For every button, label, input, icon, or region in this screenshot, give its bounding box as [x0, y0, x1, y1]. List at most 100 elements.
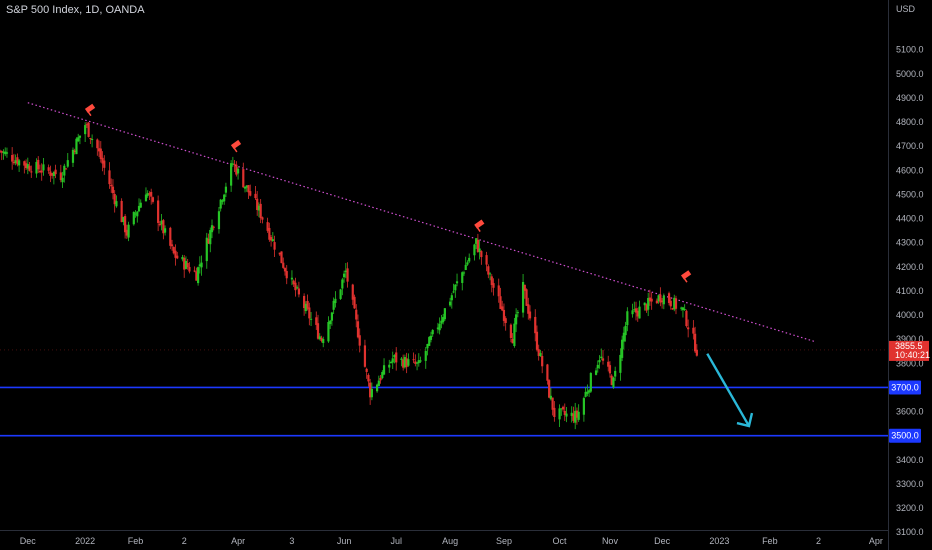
- candle-body: [197, 267, 200, 284]
- candle-body: [624, 325, 627, 336]
- candle-body: [195, 271, 198, 281]
- candle-body: [525, 289, 528, 306]
- candle-body: [249, 191, 252, 196]
- candle-body: [108, 170, 111, 185]
- price-tick-label: 3100.0: [896, 527, 924, 537]
- candle-body: [49, 171, 52, 176]
- candle-body: [18, 160, 21, 166]
- candle-body: [370, 388, 373, 398]
- candle-body: [96, 139, 99, 149]
- trendline[interactable]: [27, 102, 816, 343]
- candle-body: [269, 237, 273, 241]
- candle-body: [151, 197, 155, 202]
- candle-body: [170, 244, 174, 247]
- candle-body: [330, 312, 334, 321]
- candle-body: [504, 318, 507, 323]
- candle-body: [137, 205, 141, 212]
- candle-body: [231, 163, 234, 165]
- candle-body: [280, 251, 283, 264]
- price-tick-label: 3800.0: [896, 358, 924, 368]
- candle-body: [574, 410, 577, 423]
- candle-body: [419, 360, 422, 362]
- candle-body: [124, 216, 127, 233]
- candle-body: [127, 224, 130, 238]
- candle-body: [659, 294, 662, 303]
- candle-body: [551, 397, 554, 410]
- candle-body: [692, 327, 695, 334]
- candle-body: [391, 358, 394, 363]
- candle-body: [426, 343, 429, 349]
- candle-body: [47, 167, 50, 171]
- candle-body: [332, 300, 335, 310]
- candle-body: [97, 148, 101, 152]
- level-price-badge: [889, 380, 921, 395]
- candle-body: [412, 359, 415, 361]
- candle-body: [309, 318, 313, 320]
- candle-body: [304, 303, 307, 312]
- candle-body: [582, 398, 585, 415]
- pin-stem: [475, 225, 481, 232]
- candle-body: [521, 281, 525, 313]
- candle-body: [111, 186, 115, 194]
- candle-body: [162, 220, 165, 234]
- candle-body: [200, 262, 203, 268]
- candle-body: [101, 157, 104, 164]
- candle-body: [614, 370, 617, 377]
- candle-body: [695, 349, 698, 356]
- candle-body: [497, 285, 500, 297]
- candle-body: [539, 353, 542, 357]
- candle-body: [608, 365, 612, 374]
- candle-body: [443, 308, 446, 320]
- candle-body: [515, 314, 518, 325]
- candle-body: [388, 364, 391, 368]
- pin-head: [84, 103, 96, 113]
- candle-body: [558, 408, 561, 420]
- candle-body: [548, 380, 551, 398]
- pin-stem: [232, 145, 238, 153]
- candle-body: [308, 307, 311, 319]
- candle-body: [377, 380, 380, 387]
- candle-body: [38, 170, 42, 173]
- candle-body: [28, 165, 31, 171]
- candle-body: [268, 227, 271, 240]
- current-price-badge: [889, 340, 929, 361]
- candle-body: [24, 163, 28, 169]
- candle-body: [205, 237, 208, 262]
- candle-body: [125, 229, 128, 236]
- candle-body: [648, 297, 652, 302]
- candle-body: [42, 164, 45, 171]
- price-tick-label: 3400.0: [896, 455, 924, 465]
- candle-body: [23, 161, 26, 166]
- candle-body: [499, 296, 502, 309]
- candle-body: [353, 296, 356, 309]
- candle-body: [73, 150, 76, 152]
- candle-body: [643, 302, 646, 306]
- candle-body: [594, 370, 598, 375]
- candle-body: [596, 364, 599, 369]
- candle-body: [169, 227, 172, 246]
- price-tick-label: 4900.0: [896, 93, 924, 103]
- candle-body: [403, 357, 407, 368]
- candle-body: [454, 284, 457, 291]
- candle-body: [292, 280, 295, 285]
- candle-body: [687, 327, 690, 330]
- candle-body: [407, 359, 410, 366]
- candle-body: [455, 281, 459, 284]
- candle-body: [316, 323, 320, 339]
- price-tick-label: 3900.0: [896, 334, 924, 344]
- projection-arrow-head: [736, 412, 754, 428]
- candle-body: [51, 173, 54, 176]
- candle-body: [183, 257, 186, 270]
- candle-body: [429, 335, 433, 340]
- candle-body: [342, 273, 346, 278]
- candle-body: [575, 410, 579, 418]
- projection-arrow[interactable]: [706, 353, 751, 427]
- candle-body: [415, 362, 419, 364]
- candle-body: [235, 164, 238, 175]
- candle-body: [75, 138, 78, 155]
- time-tick-label: 2023: [709, 536, 729, 546]
- candle-body: [560, 408, 563, 410]
- candle-body: [577, 411, 580, 420]
- candle-body: [442, 317, 445, 323]
